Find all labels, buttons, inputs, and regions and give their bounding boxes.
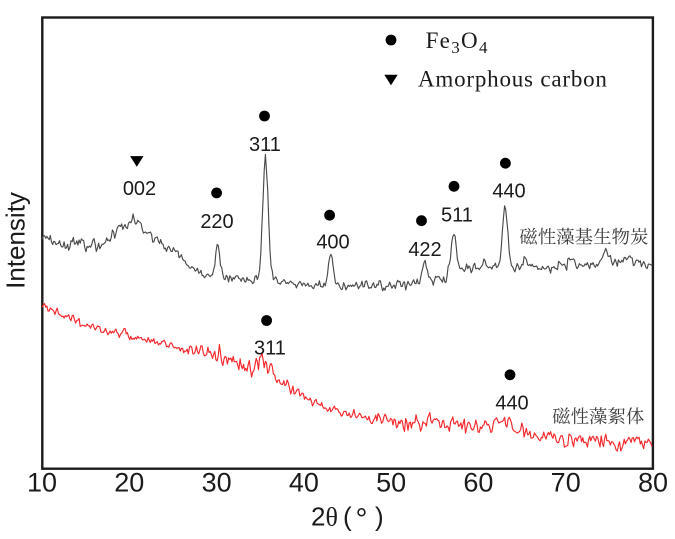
svg-text:002: 002 [123, 178, 156, 200]
svg-text:Fe3O4: Fe3O4 [426, 28, 489, 57]
svg-text:400: 400 [316, 231, 349, 253]
svg-text:40: 40 [289, 468, 319, 498]
svg-text:): ) [375, 502, 384, 532]
svg-text:311: 311 [249, 134, 281, 156]
svg-text:220: 220 [200, 211, 233, 233]
svg-text:°: ° [356, 503, 368, 536]
svg-text:10: 10 [27, 468, 57, 498]
svg-text:30: 30 [202, 468, 232, 498]
svg-text:50: 50 [376, 468, 406, 498]
svg-text:Amorphous carbon: Amorphous carbon [418, 67, 608, 92]
svg-text:422: 422 [408, 239, 441, 261]
svg-text:440: 440 [495, 393, 528, 415]
svg-text:440: 440 [492, 180, 525, 202]
svg-text:60: 60 [463, 468, 493, 498]
svg-text:80: 80 [638, 468, 668, 498]
svg-text:20: 20 [114, 468, 144, 498]
svg-text:2θ: 2θ [311, 502, 338, 532]
svg-text:511: 511 [441, 205, 473, 227]
svg-text:Intensity: Intensity [1, 192, 31, 289]
svg-text:311: 311 [254, 338, 286, 360]
svg-text:(: ( [343, 502, 352, 532]
svg-text:70: 70 [551, 468, 581, 498]
